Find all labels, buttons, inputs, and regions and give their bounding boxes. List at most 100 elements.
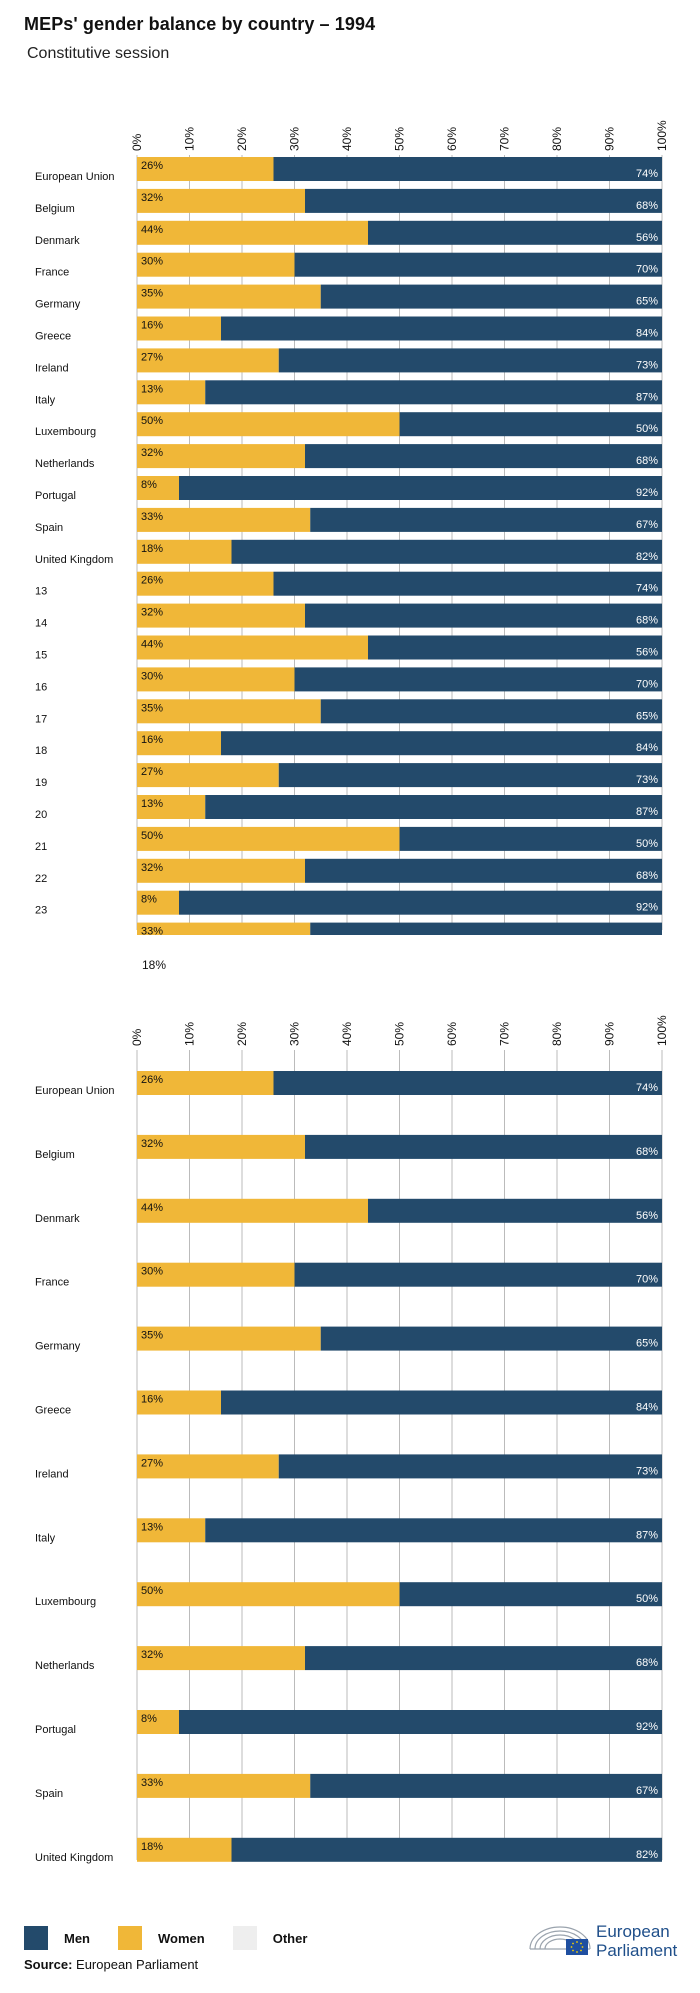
- data-label-women: 13%: [141, 798, 163, 810]
- bar-women: [137, 890, 179, 915]
- data-label-women: 26%: [141, 1074, 163, 1086]
- bar-men: [305, 1646, 662, 1671]
- x-tick-label: 80%: [550, 1022, 564, 1046]
- data-label-men: 82%: [636, 1849, 658, 1861]
- legend-label-women: Women: [158, 1930, 205, 1946]
- bar-men: [221, 1390, 662, 1415]
- bar-women: [137, 667, 295, 692]
- bar-men: [399, 412, 662, 437]
- category-label: France: [35, 1277, 69, 1289]
- bar-men: [310, 1773, 662, 1798]
- category-label: Greece: [35, 331, 71, 343]
- category-label: 18: [35, 745, 47, 757]
- bar-women: [137, 444, 305, 469]
- bar-men: [320, 1326, 662, 1351]
- bar-women: [137, 699, 321, 724]
- data-label-men: 68%: [636, 455, 658, 467]
- logo-text-line1: European: [596, 1922, 670, 1941]
- bar-men: [278, 348, 662, 373]
- data-label-men: 56%: [636, 1210, 658, 1222]
- bar-men: [310, 507, 662, 532]
- bar-women: [137, 922, 311, 935]
- data-label-women: 30%: [141, 670, 163, 682]
- bar-women: [137, 635, 368, 660]
- data-label-women: 16%: [141, 734, 163, 746]
- data-label-women: 16%: [141, 320, 163, 332]
- bar-women: [137, 188, 305, 213]
- data-label-men: 70%: [636, 1274, 658, 1286]
- bar-women: [137, 412, 400, 437]
- bar-women: [137, 795, 206, 819]
- x-tick-label: 10%: [183, 127, 197, 151]
- legend-label-men: Men: [64, 1930, 90, 1946]
- x-tick-label: 40%: [340, 1022, 354, 1046]
- data-label-women: 50%: [141, 415, 163, 427]
- x-tick-label: 90%: [603, 1022, 617, 1046]
- bar-men: [305, 188, 662, 213]
- bar-men: [278, 763, 662, 788]
- legend: Men Women Other: [24, 1926, 335, 1950]
- category-label: Ireland: [35, 362, 69, 374]
- legend-swatch-other: [232, 1926, 257, 1950]
- x-tick-label: 30%: [288, 127, 302, 151]
- x-tick-label: 0%: [130, 133, 144, 151]
- data-label-women: 27%: [141, 766, 163, 778]
- bar-women: [137, 252, 295, 277]
- category-label: Germany: [35, 299, 81, 311]
- data-label-women: 44%: [141, 224, 163, 236]
- category-label: European Union: [35, 1085, 115, 1097]
- category-label: Spain: [35, 522, 63, 534]
- data-label-men: 92%: [636, 902, 658, 914]
- data-label-men: 73%: [636, 774, 658, 786]
- bar-women: [137, 1071, 274, 1095]
- legend-label-other: Other: [272, 1930, 308, 1946]
- bar-women: [137, 220, 368, 245]
- bar-women: [137, 1710, 179, 1734]
- x-tick-label: 20%: [235, 1022, 249, 1046]
- chart-title: MEPs' gender balance by country – 1994: [24, 14, 376, 34]
- data-label-women: 32%: [141, 447, 163, 459]
- data-label-men: 65%: [636, 1338, 658, 1350]
- bar-men: [368, 220, 662, 245]
- stacked-bar-chart-bottom: 0% 10% 20% 30% 40% 50% 60% 70% 80% 90% 100% 26% 74% E…: [35, 1015, 669, 1864]
- x-tick-label: 10%: [183, 1022, 197, 1046]
- data-label-women: 13%: [141, 383, 163, 395]
- data-label-men: 74%: [636, 1082, 658, 1094]
- bar-men: [221, 731, 662, 756]
- bar-men: [294, 252, 662, 277]
- bar-men: [205, 795, 662, 819]
- data-label-men: 65%: [636, 296, 658, 308]
- data-label-women: 26%: [141, 575, 163, 587]
- category-label: 20: [35, 809, 47, 821]
- bar-men: [205, 1518, 662, 1543]
- x-tick-label: 70%: [498, 127, 512, 151]
- bar-men: [320, 284, 662, 309]
- x-tick-label: 30%: [288, 1022, 302, 1046]
- data-label-women: 26%: [141, 160, 163, 172]
- data-label-men: 84%: [636, 328, 658, 340]
- bar-men: [231, 539, 662, 564]
- category-label: Portugal: [35, 1724, 76, 1736]
- data-label-women: 32%: [141, 1138, 163, 1150]
- category-label: Ireland: [35, 1468, 69, 1480]
- bar-men: [294, 1262, 662, 1287]
- bar-women: [137, 380, 206, 405]
- data-label-women: 32%: [141, 1649, 163, 1661]
- data-label-men: 65%: [636, 710, 658, 722]
- bar-women: [137, 858, 305, 883]
- category-label: Netherlands: [35, 1660, 95, 1672]
- bar-women: [137, 571, 274, 596]
- bar-men: [278, 1454, 662, 1479]
- data-label-men: 84%: [636, 1402, 658, 1414]
- bar-women: [137, 1134, 305, 1159]
- data-label-women: 32%: [141, 607, 163, 619]
- data-label-men: 92%: [636, 1721, 658, 1733]
- data-label-women: 35%: [141, 702, 163, 714]
- category-label: United Kingdom: [35, 1852, 113, 1864]
- data-label-women: 18%: [141, 1841, 163, 1853]
- data-label-women: 33%: [141, 1777, 163, 1789]
- eu-flag-icon: [566, 1939, 588, 1955]
- data-label-women: 44%: [141, 639, 163, 651]
- bar-women: [137, 1454, 279, 1479]
- data-label-women: 33%: [141, 511, 163, 523]
